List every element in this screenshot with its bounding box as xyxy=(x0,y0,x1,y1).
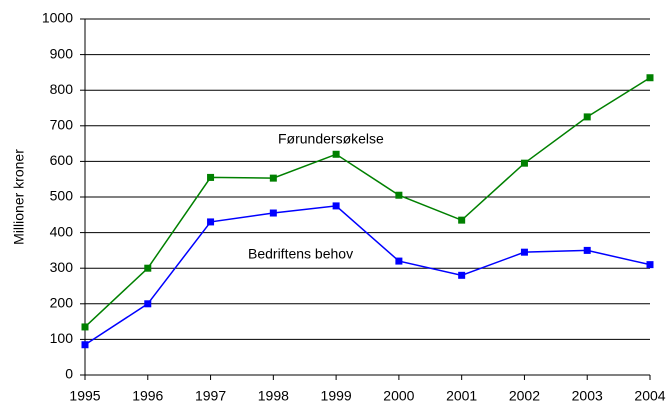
point-marker xyxy=(207,218,215,226)
series-line xyxy=(84,205,651,346)
y-tick-label: 100 xyxy=(50,330,74,346)
point-marker xyxy=(458,271,466,279)
y-tick-label: 0 xyxy=(65,366,73,382)
point-marker xyxy=(520,248,528,256)
y-tick-label: 600 xyxy=(50,152,74,168)
point-marker xyxy=(583,113,591,121)
point-marker xyxy=(332,150,340,158)
y-tick-label: 800 xyxy=(50,81,74,97)
y-tick-label: 700 xyxy=(50,117,74,133)
point-marker xyxy=(395,191,403,199)
x-tick-label: 2000 xyxy=(383,388,414,404)
point-marker xyxy=(458,216,466,224)
point-marker xyxy=(646,74,654,82)
x-tick-label: 2003 xyxy=(572,388,603,404)
x-tick-label: 2004 xyxy=(634,388,665,404)
x-tick-label: 1997 xyxy=(195,388,226,404)
x-tick-label: 1996 xyxy=(132,388,163,404)
x-tick-label: 1999 xyxy=(321,388,352,404)
x-tick-label: 2001 xyxy=(446,388,477,404)
x-tick-label: 1998 xyxy=(258,388,289,404)
series-line xyxy=(84,77,651,328)
point-marker xyxy=(583,246,591,254)
point-marker xyxy=(81,323,89,331)
series-label: Bedriftens behov xyxy=(248,246,353,262)
y-tick-label: 200 xyxy=(50,295,74,311)
y-tick-label: 900 xyxy=(50,45,74,61)
y-tick-label: 500 xyxy=(50,188,74,204)
point-marker xyxy=(144,300,152,308)
y-tick-label: 300 xyxy=(50,259,74,275)
x-tick-label: 1995 xyxy=(69,388,100,404)
point-marker xyxy=(520,159,528,167)
y-tick-label: 400 xyxy=(50,223,74,239)
y-axis-label: Millioner kroner xyxy=(11,149,27,245)
point-marker xyxy=(269,174,277,182)
point-marker xyxy=(332,202,340,210)
point-marker xyxy=(81,341,89,349)
point-marker xyxy=(144,264,152,272)
point-marker xyxy=(395,257,403,265)
point-marker xyxy=(269,209,277,217)
point-marker xyxy=(207,173,215,181)
x-tick-label: 2002 xyxy=(509,388,540,404)
point-marker xyxy=(646,261,654,269)
y-tick-label: 1000 xyxy=(42,10,73,26)
series-label: Førundersøkelse xyxy=(278,131,384,147)
